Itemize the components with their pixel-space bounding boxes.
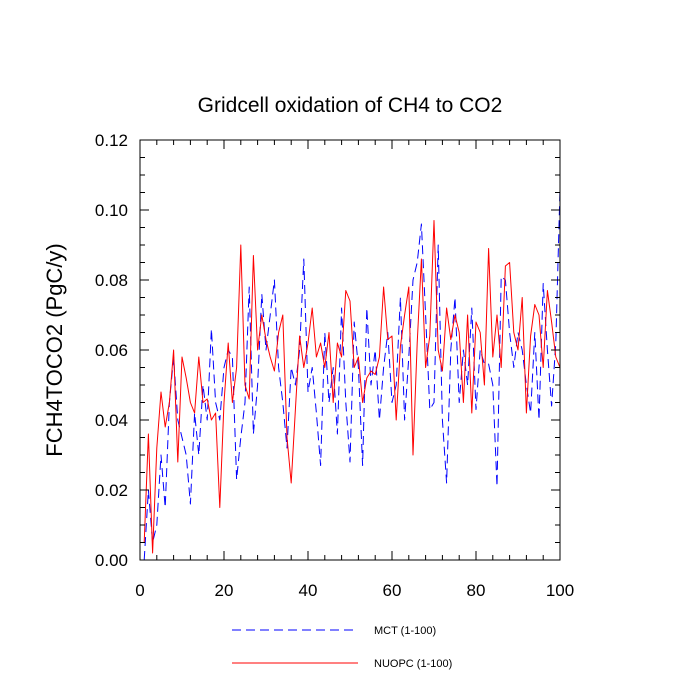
chart-title: Gridcell oxidation of CH4 to CO2	[198, 94, 503, 117]
legend-label-mct: MCT (1-100)	[374, 625, 436, 637]
y-tick-label: 0.06	[95, 341, 128, 360]
y-tick-label: 0.00	[95, 551, 128, 570]
y-tick-label: 0.04	[95, 411, 128, 430]
x-tick-label: 40	[299, 581, 318, 600]
y-axis-label: FCH4TOCO2 (PgC/y)	[42, 243, 67, 457]
series-line-nuopc	[143, 220, 561, 554]
series-line-mct	[143, 188, 561, 561]
y-tick-label: 0.08	[95, 271, 128, 290]
x-tick-label: 20	[215, 581, 234, 600]
x-tick-label: 0	[135, 581, 144, 600]
y-tick-label: 0.10	[95, 201, 128, 220]
x-tick-label: 80	[467, 581, 486, 600]
legend-label-nuopc: NUOPC (1-100)	[374, 658, 452, 670]
x-tick-label: 100	[546, 581, 574, 600]
plot-area-frame	[139, 139, 561, 561]
x-tick-label: 60	[383, 581, 402, 600]
y-tick-label: 0.02	[95, 481, 128, 500]
y-tick-label: 0.12	[95, 131, 128, 150]
